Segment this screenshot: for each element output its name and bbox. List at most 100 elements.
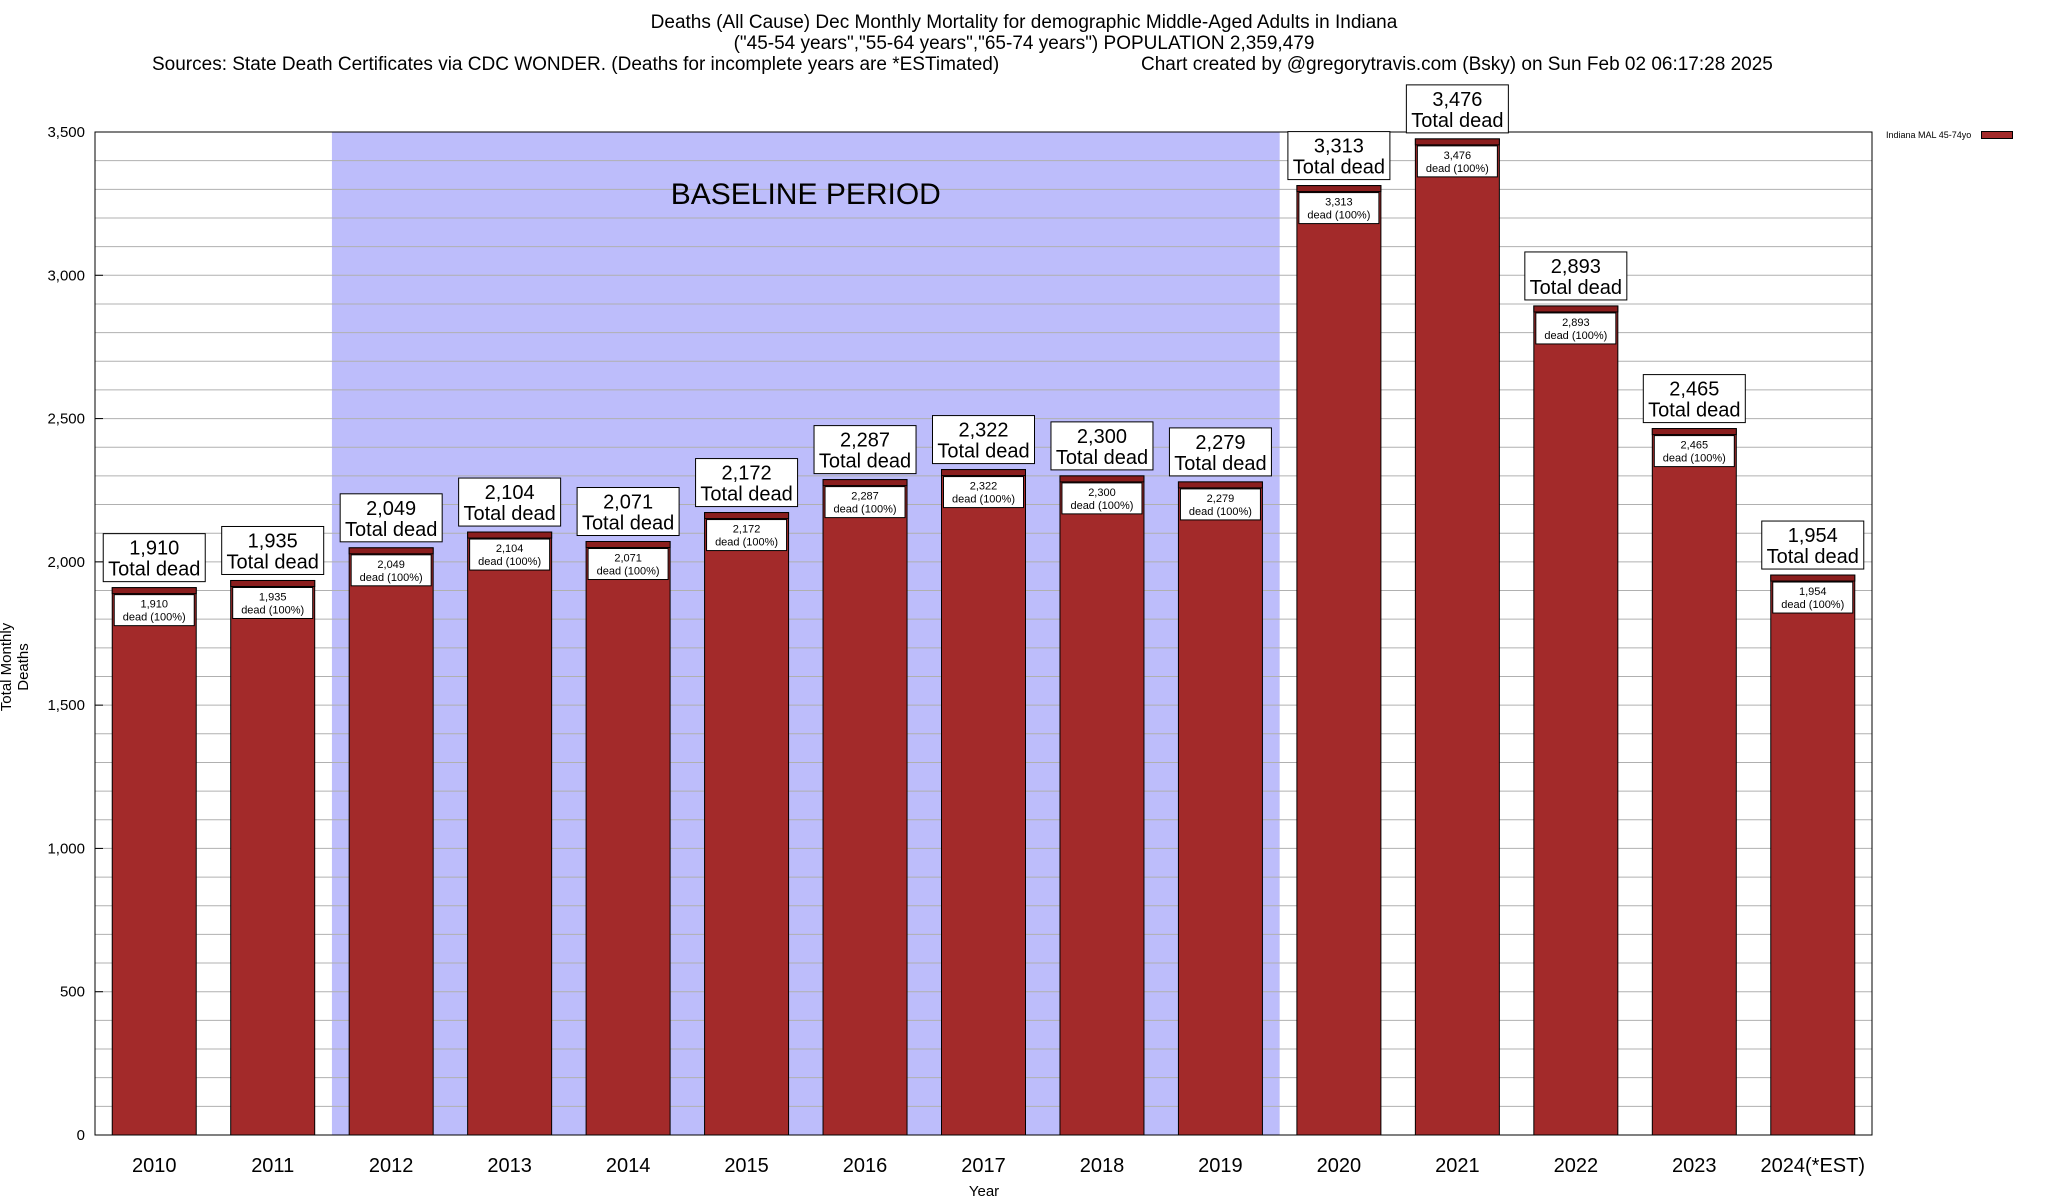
inner-label-box: [1535, 312, 1617, 345]
x-tick-label: 2015: [724, 1155, 769, 1177]
bar-top-band: [1651, 428, 1737, 436]
legend-label: Indiana MAL 45-74yo: [1886, 130, 1972, 140]
bar: [1059, 475, 1145, 1136]
x-tick-label: 2012: [369, 1155, 414, 1177]
top-label-box: [102, 533, 206, 583]
inner-label-suffix: dead (100%): [1426, 163, 1489, 175]
inner-label-suffix: dead (100%): [1070, 500, 1133, 512]
inner-label-box: [587, 548, 669, 581]
top-label-value: 2,172: [722, 463, 772, 485]
inner-label-suffix: dead (100%): [360, 572, 423, 584]
top-label-box: [1405, 84, 1509, 134]
inner-label-suffix: dead (100%): [123, 612, 186, 624]
inner-label-suffix: dead (100%): [1189, 506, 1252, 518]
y-tick-label: 2,000: [47, 554, 85, 571]
top-label-box: [1287, 131, 1391, 181]
x-tick-label: 2010: [132, 1155, 177, 1177]
bar: [585, 541, 671, 1136]
inner-label-suffix: dead (100%): [1307, 210, 1370, 222]
top-label-box: [339, 493, 443, 543]
top-label-box: [813, 425, 917, 475]
inner-label-value: 2,300: [1088, 487, 1116, 499]
top-label-box: [695, 458, 799, 508]
y-tick-label: 3,500: [47, 124, 85, 141]
inner-label-suffix: dead (100%): [1544, 330, 1607, 342]
bar: [704, 512, 790, 1136]
inner-label-box: [232, 586, 314, 619]
x-tick-label: 2023: [1672, 1155, 1717, 1177]
bar-top-band: [822, 479, 908, 487]
title-line-2: ("45-54 years","55-64 years","65-74 year…: [733, 33, 1315, 54]
bar: [941, 469, 1026, 1136]
top-label-suffix: Total dead: [1174, 453, 1266, 475]
inner-label-box: [706, 519, 788, 552]
bar: [111, 587, 197, 1136]
chart-title: Deaths (All Cause) Dec Monthly Mortality…: [0, 12, 2048, 54]
bar: [1770, 574, 1856, 1136]
top-label-suffix: Total dead: [1411, 110, 1503, 132]
top-label-suffix: Total dead: [1056, 447, 1148, 469]
legend-swatch: [1981, 131, 2014, 139]
top-label-box: [458, 477, 562, 527]
inner-label-box: [469, 538, 551, 571]
inner-label-value: 2,465: [1681, 440, 1709, 452]
top-label-value: 1,935: [248, 530, 298, 552]
bar-top-band: [1770, 574, 1856, 582]
inner-label-value: 1,935: [259, 591, 287, 603]
top-label-value: 2,893: [1551, 256, 1601, 278]
inner-label-suffix: dead (100%): [834, 504, 897, 516]
legend: Indiana MAL 45-74yo: [1886, 130, 2014, 140]
bar-top-band: [111, 587, 197, 595]
bar: [1651, 428, 1737, 1136]
x-axis-label: Year: [968, 1183, 1000, 1200]
top-label-suffix: Total dead: [937, 441, 1029, 463]
x-tick-label: 2020: [1317, 1155, 1362, 1177]
inner-label-value: 2,279: [1207, 493, 1235, 505]
top-label-suffix: Total dead: [1767, 546, 1859, 568]
y-tick-label: 0: [77, 1127, 85, 1144]
y-tick-label: 3,000: [47, 267, 85, 284]
inner-label-box: [824, 486, 906, 519]
bar: [1414, 138, 1500, 1136]
bar-top-band: [1059, 475, 1145, 483]
x-tick-label: 2011: [251, 1155, 294, 1177]
inner-label-suffix: dead (100%): [478, 556, 541, 568]
top-label-box: [1524, 251, 1628, 301]
top-label-value: 2,279: [1195, 432, 1245, 454]
inner-label-value: 2,049: [377, 559, 405, 571]
bar: [822, 479, 908, 1136]
top-label-value: 2,071: [603, 492, 653, 514]
bar: [348, 547, 434, 1136]
top-label-suffix: Total dead: [819, 451, 911, 473]
x-tick-label: 2021: [1435, 1155, 1480, 1177]
inner-label-value: 2,893: [1562, 317, 1590, 329]
x-tick-label: 2013: [487, 1155, 532, 1177]
y-tick-label: 2,500: [47, 411, 85, 428]
bar: [467, 531, 553, 1136]
bar-top-band: [348, 547, 434, 555]
title-line-1: Deaths (All Cause) Dec Monthly Mortality…: [650, 12, 1398, 33]
bar-top-band: [704, 512, 790, 520]
x-tick-label: 2022: [1554, 1155, 1599, 1177]
bar-top-band: [467, 531, 553, 539]
inner-label-value: 1,910: [140, 599, 168, 611]
top-label-suffix: Total dead: [582, 513, 674, 535]
inner-label-box: [1179, 488, 1261, 521]
top-label-value: 2,049: [366, 498, 416, 520]
top-label-suffix: Total dead: [1293, 157, 1385, 179]
bar-top-band: [1533, 305, 1619, 313]
y-tick-label: 1,500: [47, 697, 85, 714]
top-label-value: 3,476: [1432, 89, 1482, 111]
inner-label-value: 2,104: [496, 543, 524, 555]
x-tick-label: 2017: [961, 1155, 1006, 1177]
top-label-suffix: Total dead: [700, 484, 792, 506]
top-label-box: [1168, 427, 1272, 477]
inner-label-value: 2,322: [970, 481, 998, 493]
inner-label-suffix: dead (100%): [952, 494, 1015, 506]
top-label-box: [1761, 520, 1865, 570]
top-label-value: 2,322: [958, 420, 1008, 442]
x-tick-label: 2016: [843, 1155, 888, 1177]
top-label-value: 1,910: [129, 538, 179, 560]
credit-note: Chart created by @gregorytravis.com (Bsk…: [1141, 54, 1773, 75]
bar-top-band: [1177, 481, 1263, 489]
